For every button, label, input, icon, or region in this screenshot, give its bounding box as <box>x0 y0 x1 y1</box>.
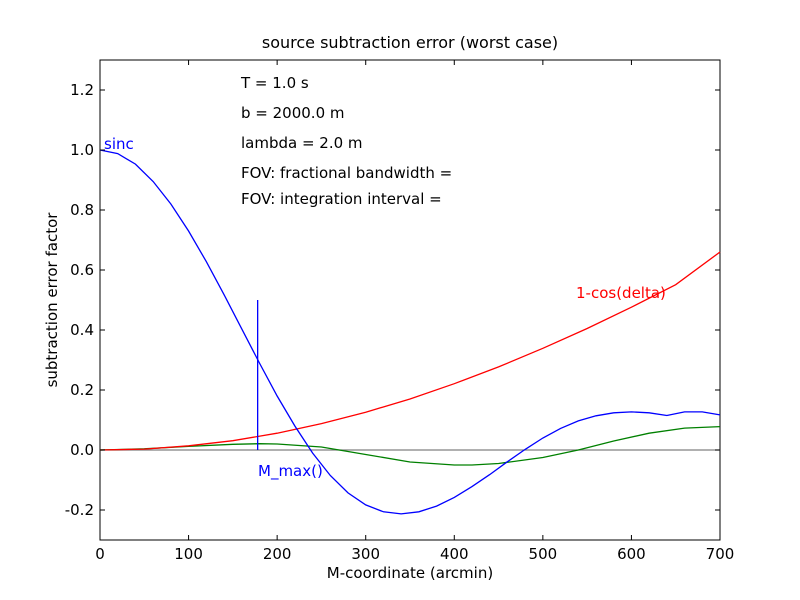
y-tick-label: 1.0 <box>70 141 94 159</box>
x-tick-label: 100 <box>174 545 203 563</box>
series-line-sinc <box>99 149 721 515</box>
series-layer <box>99 149 721 515</box>
annotation-t: T = 1.0 s <box>240 74 309 92</box>
label-one-minus-cos: 1-cos(delta) <box>576 284 666 302</box>
x-tick-label: 400 <box>440 545 469 563</box>
y-tick-label: 0.4 <box>70 321 94 339</box>
ticks-layer: 0 100 200 300 400 500 600 700 -0.2 0.0 0.2 0.4 0.6 0.… <box>65 60 735 563</box>
annotation-lambda: lambda = 2.0 m <box>241 134 363 152</box>
plot-frame <box>99 59 721 541</box>
label-sinc: sinc <box>104 135 134 153</box>
annotation-fov-integration: FOV: integration interval = <box>241 190 442 208</box>
x-tick-label: 500 <box>529 545 558 563</box>
series-line-3 <box>99 425 721 466</box>
label-m-max: M_max() <box>258 462 323 481</box>
x-tick-label: 600 <box>617 545 646 563</box>
x-axis-label: M-coordinate (arcmin) <box>327 564 493 582</box>
y-tick-label: 0.2 <box>70 381 94 399</box>
plot-area <box>99 59 721 541</box>
series-line-1-cos-delta <box>99 251 721 451</box>
x-tick-label: 300 <box>351 545 380 563</box>
y-tick-label: -0.2 <box>65 501 94 519</box>
y-tick-label: 0.8 <box>70 201 94 219</box>
x-tick-label: 0 <box>95 545 105 563</box>
y-tick-label: 0.6 <box>70 261 94 279</box>
annotation-b: b = 2000.0 m <box>241 104 345 122</box>
y-axis-label: subtraction error factor <box>43 212 61 388</box>
annotations: T = 1.0 s b = 2000.0 m lambda = 2.0 m FO… <box>240 74 452 208</box>
annotation-fov-bandwidth: FOV: fractional bandwidth = <box>241 164 452 182</box>
x-tick-label: 200 <box>263 545 292 563</box>
chart-title: source subtraction error (worst case) <box>262 33 558 52</box>
y-tick-label: 1.2 <box>70 81 94 99</box>
y-tick-label: 0.0 <box>70 441 94 459</box>
x-tick-label: 700 <box>706 545 735 563</box>
